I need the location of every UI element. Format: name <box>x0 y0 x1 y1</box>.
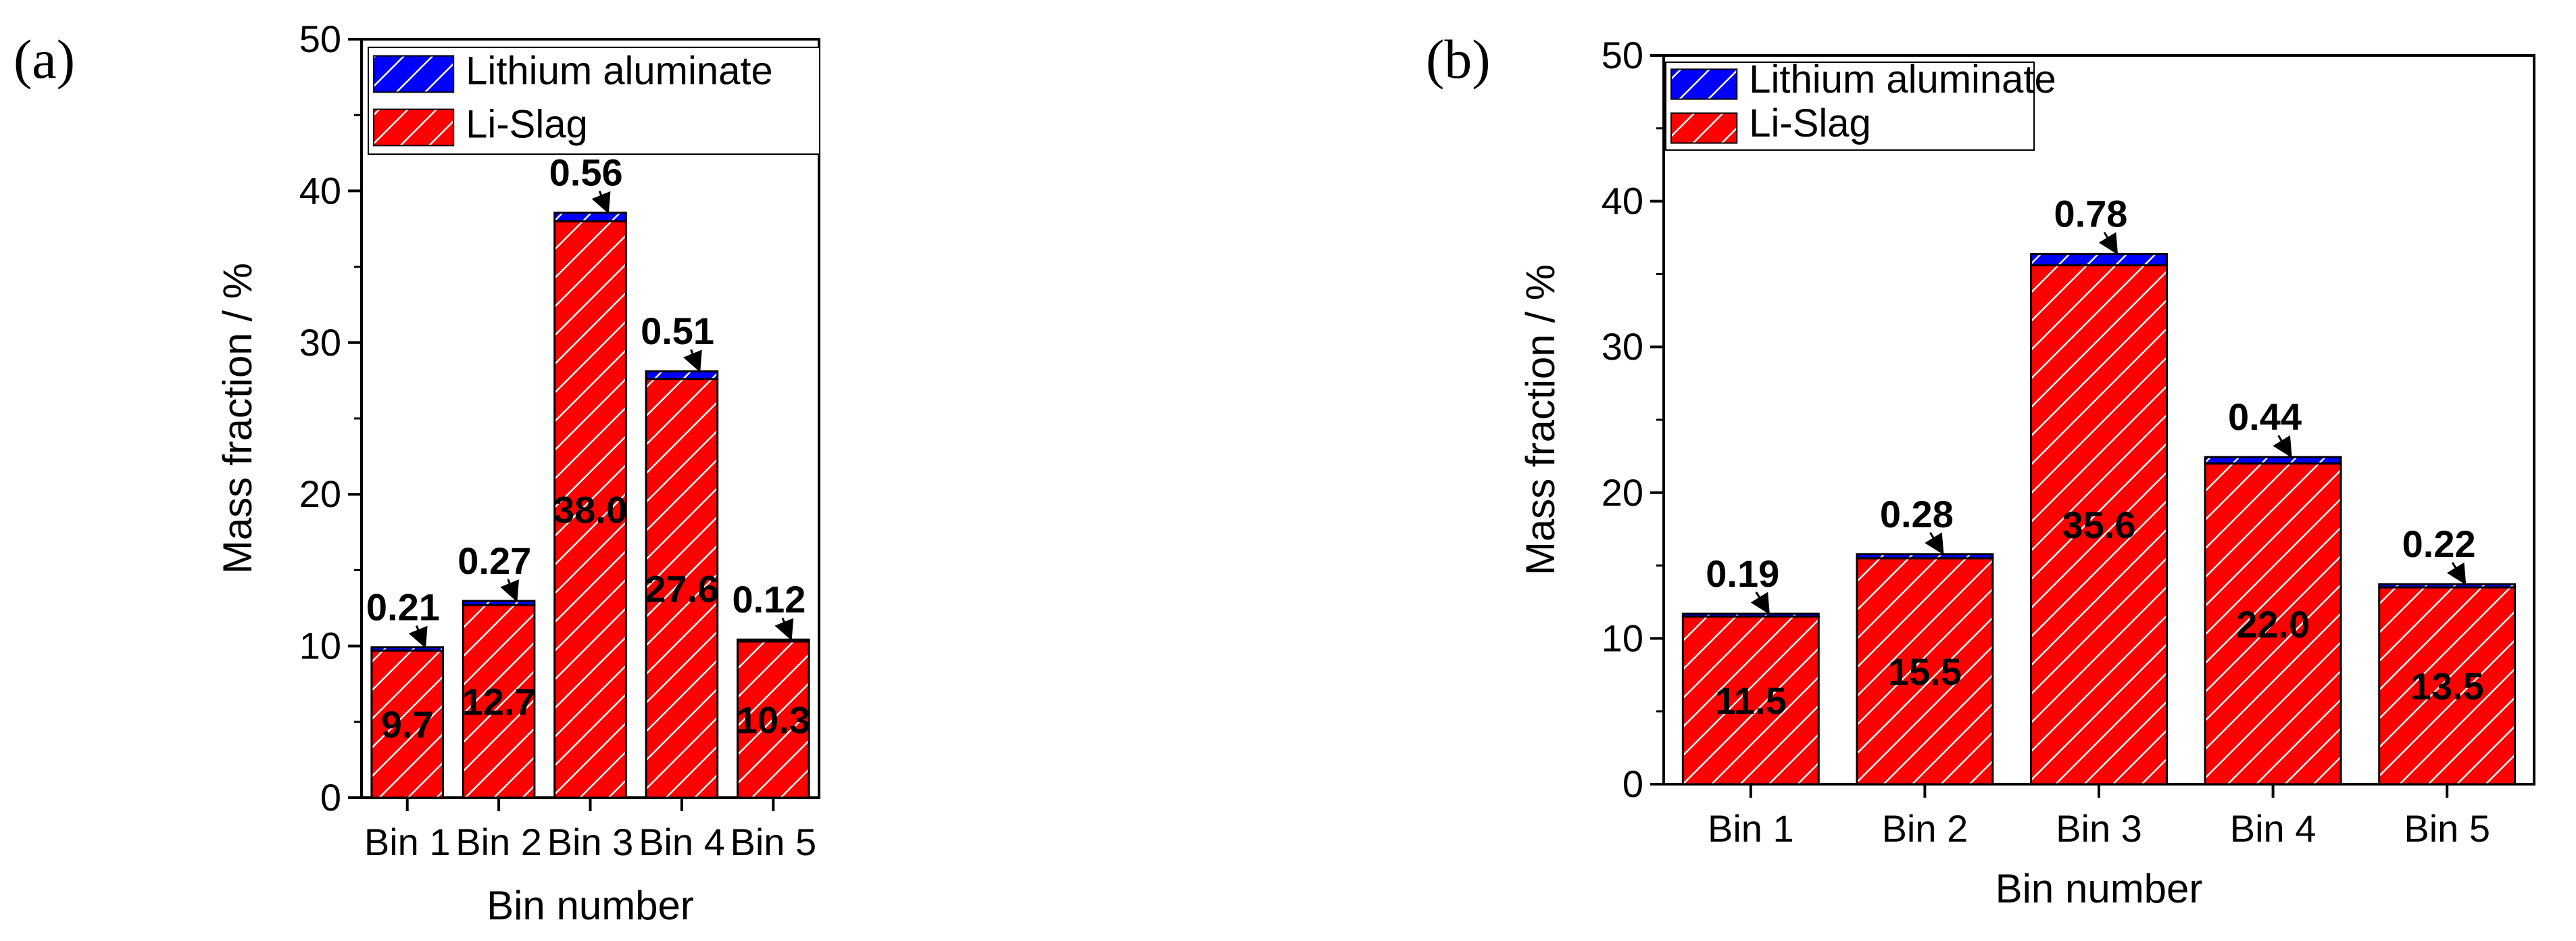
y-tick-label: 20 <box>299 473 341 515</box>
label-arrow <box>2098 231 2119 255</box>
x-axis-title: Bin number <box>487 883 694 928</box>
y-tick-label: 0 <box>320 776 341 819</box>
value-label-lithium-aluminate: 0.19 <box>1706 552 1779 595</box>
x-tick-label: Bin 4 <box>639 821 725 863</box>
panel-label: (a) <box>14 28 75 90</box>
label-arrow <box>1925 532 1944 555</box>
value-label-li-slag: 35.6 <box>2062 504 2136 546</box>
bar-lithium-aluminate <box>553 212 627 222</box>
bar-lithium-aluminate <box>645 370 719 381</box>
bar-lithium-aluminate <box>736 638 810 643</box>
legend-label: Lithium aluminate <box>466 49 773 93</box>
x-tick-label: Bin 3 <box>547 821 634 863</box>
x-tick-label: Bin 1 <box>364 821 451 863</box>
bar-li-slag <box>2204 462 2342 786</box>
y-tick-label: 40 <box>1602 180 1643 222</box>
y-axis-title: Mass fraction / % <box>215 263 260 574</box>
x-tick-label: Bin 4 <box>2230 807 2317 850</box>
value-label-lithium-aluminate: 0.21 <box>366 586 440 629</box>
chart-panel-a: (a) 0 10 20 30 40 50 Mass fraction / % Bin numbe… <box>14 18 820 928</box>
bar-lithium-aluminate <box>462 600 536 606</box>
value-label-lithium-aluminate: 0.78 <box>2054 193 2127 235</box>
y-tick-label: 10 <box>1602 617 1643 659</box>
value-label-lithium-aluminate: 0.28 <box>1880 493 1954 535</box>
bar-li-slag <box>553 220 627 799</box>
bar-lithium-aluminate <box>1856 553 1994 560</box>
bar-li-slag <box>1856 557 1994 786</box>
bar-lithium-aluminate <box>1681 612 1820 618</box>
value-label-li-slag: 10.3 <box>737 698 810 741</box>
label-arrow <box>2446 562 2467 585</box>
y-tick-label: 30 <box>299 321 341 364</box>
legend-swatch <box>373 108 455 147</box>
label-arrow <box>1750 592 1770 615</box>
y-tick-label: 30 <box>1602 325 1643 368</box>
label-arrow <box>774 617 794 641</box>
value-label-lithium-aluminate: 0.27 <box>457 539 531 582</box>
legend-label: Lithium aluminate <box>1749 57 2056 101</box>
y-axis-title: Mass fraction / % <box>1518 264 1563 575</box>
value-label-li-slag: 12.7 <box>462 681 536 723</box>
y-tick-label: 50 <box>1602 34 1643 76</box>
x-tick-label: Bin 1 <box>1708 807 1794 850</box>
bar-lithium-aluminate <box>2378 583 2517 589</box>
value-label-li-slag: 27.6 <box>645 567 718 610</box>
y-tick-label: 10 <box>299 625 341 667</box>
value-label-lithium-aluminate: 0.22 <box>2402 523 2476 565</box>
y-tick-label: 20 <box>1602 471 1643 514</box>
x-tick-label: Bin 5 <box>730 821 816 863</box>
value-label-li-slag: 9.7 <box>381 703 434 746</box>
bar-lithium-aluminate <box>2204 456 2342 465</box>
label-arrow <box>591 191 611 214</box>
bar-lithium-aluminate <box>370 646 445 652</box>
legend-swatch <box>373 55 455 93</box>
value-label-li-slag: 15.5 <box>1888 650 1962 693</box>
legend-label: Li-Slag <box>1749 101 1871 145</box>
value-label-li-slag: 11.5 <box>1715 679 1787 722</box>
value-label-li-slag: 22.0 <box>2236 603 2310 646</box>
value-label-li-slag: 38.0 <box>553 489 627 531</box>
y-tick-label: 50 <box>299 18 341 60</box>
value-label-lithium-aluminate: 0.44 <box>2228 395 2302 438</box>
value-label-lithium-aluminate: 0.56 <box>549 151 623 194</box>
value-label-li-slag: 13.5 <box>2410 665 2484 707</box>
value-label-lithium-aluminate: 0.51 <box>641 310 714 352</box>
label-arrow <box>408 625 428 649</box>
legend-swatch <box>1670 112 1738 144</box>
bar-li-slag <box>645 378 719 799</box>
panel-label: (b) <box>1426 28 1491 90</box>
label-arrow <box>683 349 702 372</box>
label-arrow <box>500 579 519 602</box>
bar-lithium-aluminate <box>2030 253 2168 266</box>
legend-label: Li-Slag <box>466 103 588 147</box>
x-tick-label: Bin 2 <box>1882 807 1968 850</box>
y-tick-label: 40 <box>299 169 341 212</box>
value-label-lithium-aluminate: 0.12 <box>732 578 806 621</box>
x-tick-label: Bin 3 <box>2056 807 2142 850</box>
bar-li-slag <box>2378 586 2517 786</box>
bar-li-slag <box>1681 615 1820 786</box>
x-axis-title: Bin number <box>1996 866 2203 911</box>
legend-swatch <box>1670 68 1738 100</box>
x-tick-label: Bin 2 <box>455 821 542 863</box>
x-tick-label: Bin 5 <box>2404 807 2490 850</box>
label-arrow <box>2273 435 2292 458</box>
chart-panel-b: (b) 0 10 20 30 40 50 Mass fraction / % Bin numbe… <box>1426 28 2535 911</box>
y-tick-label: 0 <box>1623 763 1643 805</box>
